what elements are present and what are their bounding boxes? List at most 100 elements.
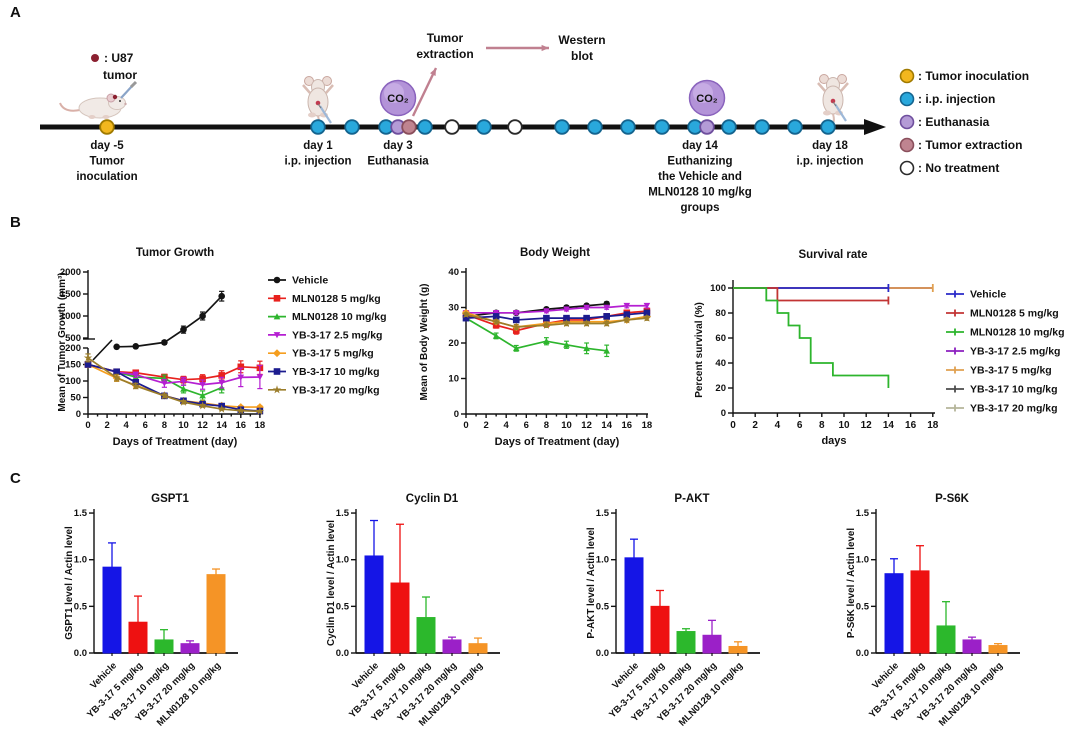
- svg-text:10: 10: [448, 374, 459, 385]
- panel-c-label: C: [10, 470, 21, 487]
- svg-text:Vehicle: Vehicle: [292, 275, 328, 287]
- svg-text:1000: 1000: [60, 311, 81, 322]
- svg-text:1.0: 1.0: [596, 555, 609, 566]
- svg-text:0.0: 0.0: [596, 648, 609, 659]
- svg-text:Cyclin D1: Cyclin D1: [406, 493, 459, 505]
- timeline-dot-ip: [654, 119, 670, 135]
- svg-text:2000: 2000: [60, 267, 81, 278]
- cyclind1-bar-chart: Cyclin D1 Cyclin D1 level / Actin level0.…: [326, 493, 500, 729]
- survival-legend-item: MLN0128 5 mg/kg: [946, 308, 1059, 320]
- svg-text:Days of Treatment (day): Days of Treatment (day): [495, 436, 620, 448]
- svg-text:150: 150: [65, 360, 81, 371]
- svg-text:20: 20: [715, 383, 726, 394]
- svg-text:10: 10: [178, 420, 189, 431]
- svg-text:GSPT1: GSPT1: [151, 493, 189, 505]
- timeline-dot-extraction: [401, 119, 417, 135]
- panel-b-label: B: [10, 214, 21, 231]
- svg-text:4: 4: [775, 420, 781, 431]
- tumor-legend-item: MLN0128 5 mg/kg: [268, 293, 381, 305]
- svg-text:18: 18: [255, 420, 266, 431]
- svg-text:20: 20: [448, 338, 459, 349]
- svg-text:P-AKT level / Actin level: P-AKT level / Actin level: [586, 527, 597, 639]
- svg-text:0: 0: [463, 420, 468, 431]
- tumor-growth-chart: Tumor Growth Mean of Tumor Growth (mm³)50…: [57, 247, 387, 448]
- svg-text:MLN0128 5 mg/kg: MLN0128 5 mg/kg: [292, 293, 381, 305]
- timeline-legend-item: : No treatment: [899, 160, 999, 176]
- svg-text:100: 100: [710, 283, 726, 294]
- survival-legend-item: YB-3-17 5 mg/kg: [946, 365, 1052, 377]
- svg-text:18: 18: [927, 420, 939, 431]
- svg-text:0: 0: [454, 409, 459, 420]
- survival-legend-item: MLN0128 10 mg/kg: [946, 327, 1065, 339]
- svg-text:1.5: 1.5: [856, 508, 870, 519]
- timeline-dot-no: [444, 119, 460, 135]
- panel-a-label: A: [10, 4, 21, 21]
- svg-text:1.0: 1.0: [74, 555, 87, 566]
- svg-text:100: 100: [65, 376, 81, 387]
- svg-text:YB-3-17 2.5 mg/kg: YB-3-17 2.5 mg/kg: [292, 329, 382, 341]
- timeline-legend-item: : i.p. injection: [899, 91, 995, 107]
- svg-text:1.0: 1.0: [336, 555, 349, 566]
- svg-text:12: 12: [861, 420, 873, 431]
- svg-text:4: 4: [124, 420, 130, 431]
- svg-text:0.5: 0.5: [596, 601, 610, 612]
- svg-text:12: 12: [581, 420, 592, 431]
- timeline-dot-ip: [417, 119, 433, 135]
- svg-text:Cyclin D1 level / Actin level: Cyclin D1 level / Actin level: [326, 520, 337, 646]
- mouse-icon: [302, 76, 334, 131]
- svg-text:i.p. injection: i.p. injection: [796, 156, 863, 168]
- svg-text:14: 14: [216, 420, 227, 431]
- svg-text:Body Weight: Body Weight: [520, 247, 590, 259]
- svg-text:0: 0: [76, 409, 81, 420]
- svg-text:YB-3-17 10 mg/kg: YB-3-17 10 mg/kg: [292, 366, 380, 378]
- u87-tumor-legend: : U87 tumor: [91, 51, 137, 82]
- tumor-site-dot: [112, 94, 118, 100]
- timeline-dot-ip: [721, 119, 737, 135]
- svg-text:16: 16: [236, 420, 247, 431]
- svg-text:YB-3-17 20 mg/kg: YB-3-17 20 mg/kg: [970, 403, 1058, 415]
- injection-site-dot: [830, 98, 836, 104]
- svg-text:GSPT1 level / Actin level: GSPT1 level / Actin level: [64, 526, 75, 640]
- timeline-dot-ip: [310, 119, 326, 135]
- survival-legend-item: YB-3-17 20 mg/kg: [946, 403, 1058, 415]
- svg-text:YB-3-17 5 mg/kg: YB-3-17 5 mg/kg: [292, 348, 374, 360]
- timeline-dot-ip: [344, 119, 360, 135]
- svg-text:MLN0128 10 mg/kg: MLN0128 10 mg/kg: [648, 187, 752, 199]
- experiment-timeline-diagram: CO₂ CO₂: U87 tumor day -5 Tumor inoculation da…: [40, 31, 1029, 214]
- svg-text:0.5: 0.5: [336, 601, 350, 612]
- svg-text:1.0: 1.0: [856, 555, 869, 566]
- tumor-legend-item: MLN0128 10 mg/kg: [268, 311, 387, 323]
- svg-text:8: 8: [162, 420, 167, 431]
- svg-text:Tumor: Tumor: [427, 31, 464, 45]
- svg-text:YB-3-17 20 mg/kg: YB-3-17 20 mg/kg: [292, 384, 380, 396]
- svg-text:MLN0128 10 mg/kg: MLN0128 10 mg/kg: [292, 311, 387, 323]
- svg-text:days: days: [821, 435, 846, 447]
- svg-text:groups: groups: [681, 202, 720, 214]
- timeline-legend-item: : Tumor inoculation: [899, 68, 1029, 84]
- svg-text:CO₂: CO₂: [387, 93, 409, 105]
- svg-text:: Tumor extraction: : Tumor extraction: [918, 138, 1022, 152]
- timeline-dot-inoculation: [99, 119, 115, 135]
- tumor-legend-item: YB-3-17 2.5 mg/kg: [268, 329, 382, 341]
- svg-text:day -5: day -5: [90, 140, 124, 152]
- timeline-dot-ip: [587, 119, 603, 135]
- svg-text:: Tumor inoculation: : Tumor inoculation: [918, 69, 1029, 83]
- svg-text:10: 10: [838, 420, 850, 431]
- svg-text:blot: blot: [571, 49, 593, 63]
- svg-text:: U87: : U87: [104, 51, 134, 65]
- timeline-dot-ip: [620, 119, 636, 135]
- tumor-legend-item: YB-3-17 5 mg/kg: [268, 348, 374, 360]
- svg-text:40: 40: [715, 358, 726, 369]
- svg-text:Euthanasia: Euthanasia: [367, 156, 429, 168]
- svg-text:6: 6: [797, 420, 803, 431]
- ps6k-bar-chart: P-S6K P-S6K level / Actin level 0.0 0.5 1.0 1…: [846, 493, 1020, 729]
- mouse-icon: [817, 74, 849, 129]
- svg-text:40: 40: [448, 267, 459, 278]
- svg-text:day 3: day 3: [383, 140, 412, 152]
- svg-text:18: 18: [642, 420, 653, 431]
- svg-text:30: 30: [448, 303, 459, 314]
- svg-text:Survival rate: Survival rate: [798, 249, 867, 261]
- svg-text:4: 4: [504, 420, 510, 431]
